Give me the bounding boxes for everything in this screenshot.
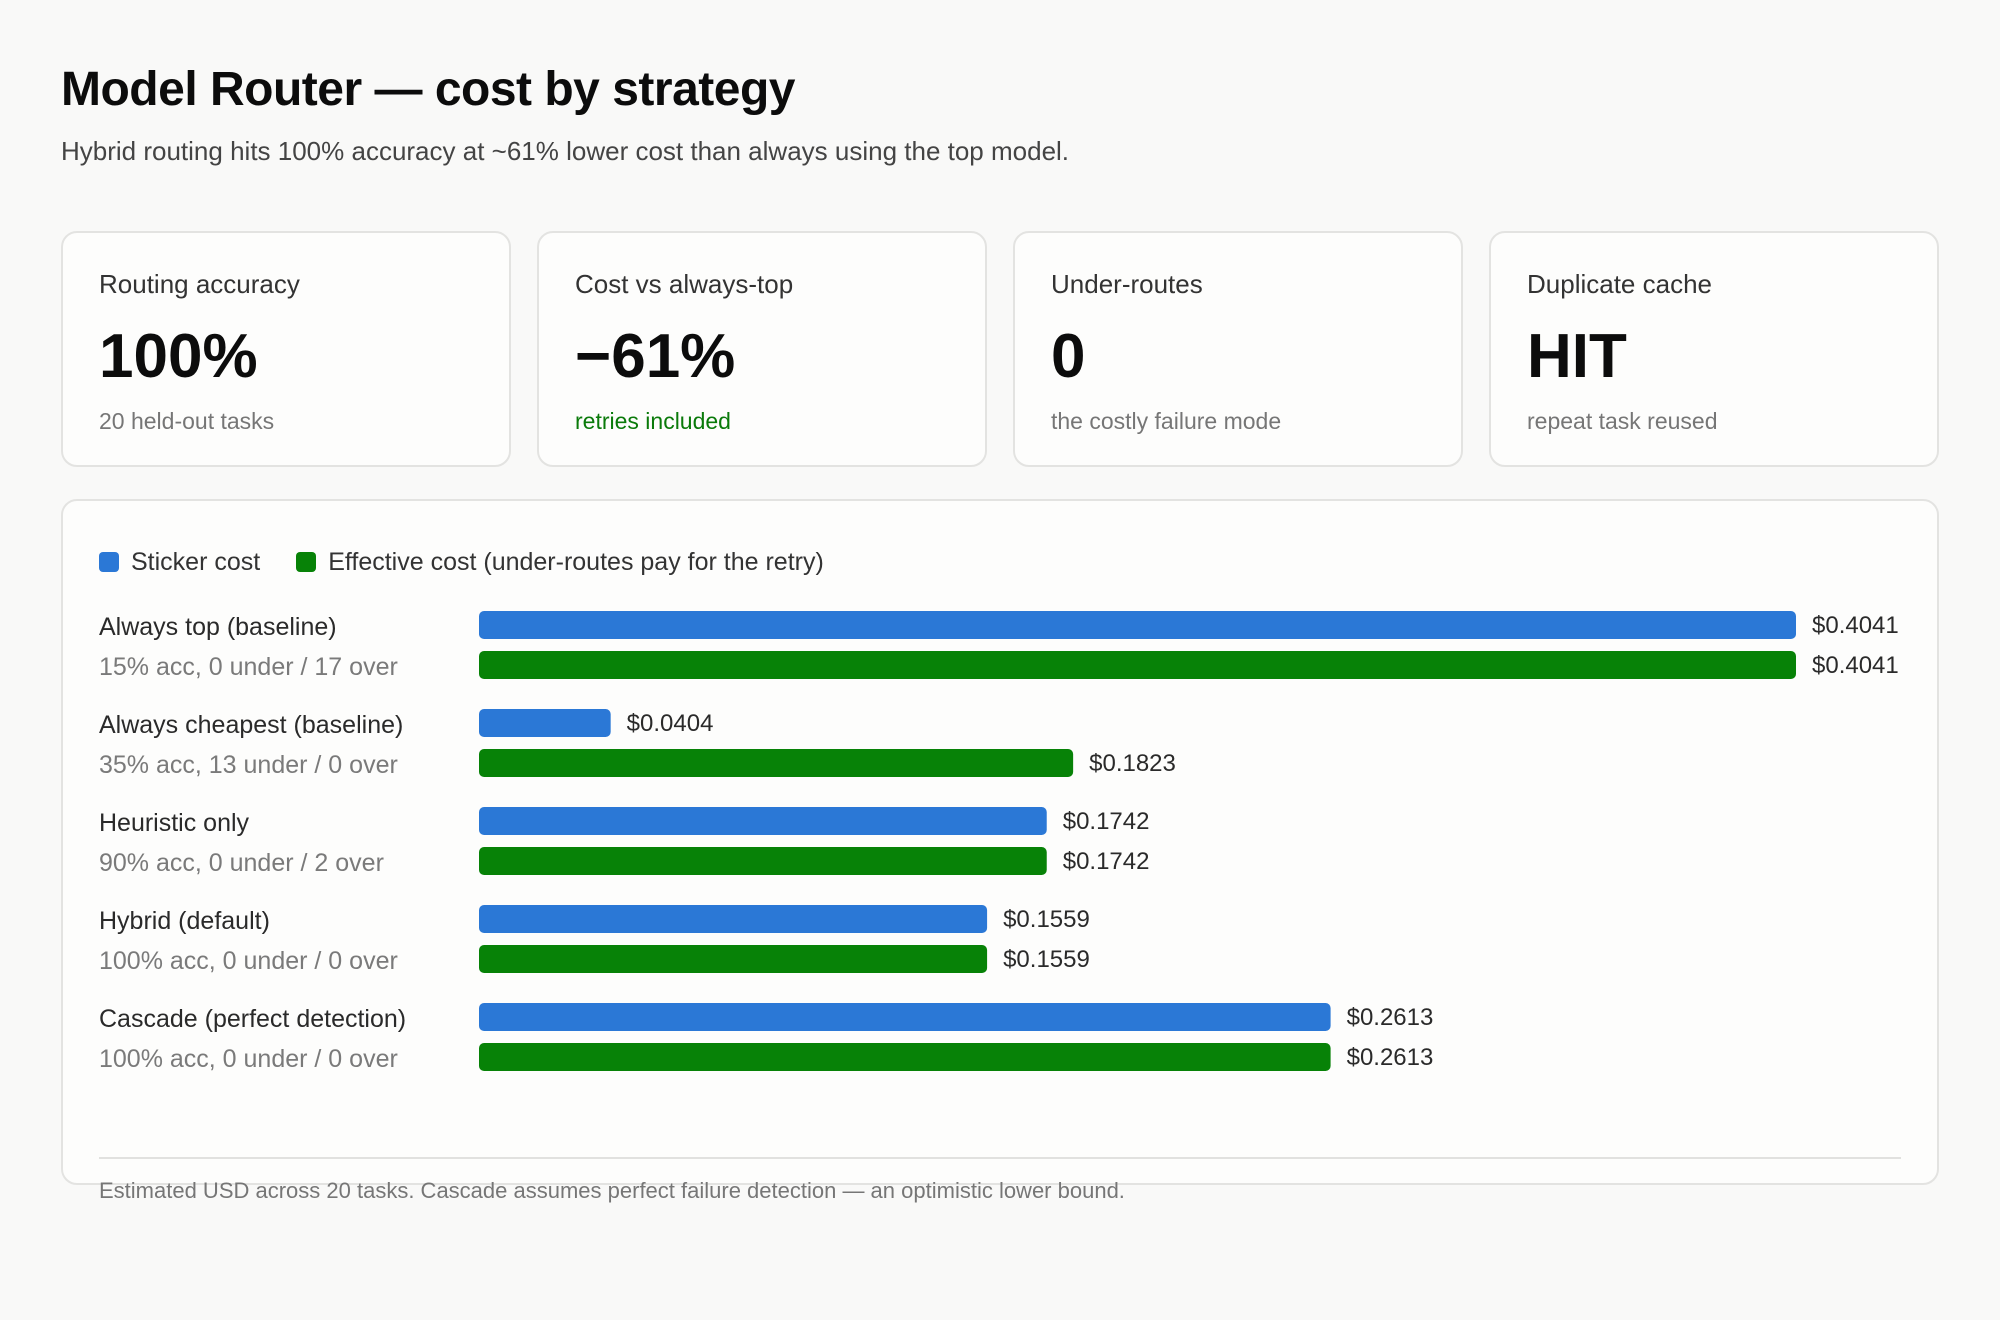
summary-cards: Routing accuracy 100% 20 held-out tasks … [61,231,1939,467]
category-note: 100% acc, 0 under / 0 over [99,947,398,975]
legend-label-sticker: Sticker cost [131,547,261,576]
category-label: Always top (baseline) [99,613,337,641]
bar-value-label: $0.4041 [1812,612,1899,639]
page-title: Model Router — cost by strategy [61,63,795,116]
card-note: retries included [575,408,731,434]
bar-value-label: $0.1742 [1063,848,1150,875]
legend-label-effective: Effective cost (under-routes pay for the… [328,547,824,576]
bar-value-label: $0.0404 [627,710,714,737]
sticker-cost-bar [479,807,1047,835]
card-under-routes: Under-routes 0 the costly failure mode [1013,231,1463,467]
card-label: Routing accuracy [99,269,300,299]
bar-value-label: $0.2613 [1347,1004,1434,1031]
chart-divider [99,1157,1901,1159]
card-routing-accuracy: Routing accuracy 100% 20 held-out tasks [61,231,511,467]
effective-cost-bar [479,945,988,973]
legend-item-sticker: Sticker cost [99,548,260,577]
card-label: Cost vs always-top [575,269,794,299]
bar-value-label: $0.4041 [1812,652,1899,679]
card-label: Under-routes [1051,269,1203,299]
effective-cost-bar [479,651,1796,679]
cost-chart-panel: Always top (baseline) 15% acc, 0 under / … [61,499,1939,1203]
category-label: Hybrid (default) [99,907,270,935]
category-label: Cascade (perfect detection) [99,1005,406,1033]
card-note: repeat task reused [1527,408,1718,434]
chart-footnote: Estimated USD across 20 tasks. Cascade a… [99,1178,1125,1203]
sticker-cost-bar [479,1003,1331,1031]
legend-item-effective: Effective cost (under-routes pay for the… [296,548,824,577]
card-value: −61% [575,322,736,391]
page-subtitle: Hybrid routing hits 100% accuracy at ~61… [61,136,1070,166]
card-value: 0 [1051,322,1086,391]
bar-value-label: $0.1559 [1003,906,1090,933]
category-note: 100% acc, 0 under / 0 over [99,1045,398,1073]
category-note: 90% acc, 0 under / 2 over [99,849,384,877]
card-cost-vs-always-top: Cost vs always-top −61% retries included [537,231,987,467]
legend-swatch-sticker [99,552,119,572]
bar-value-label: $0.1742 [1063,808,1150,835]
bar-value-label: $0.1823 [1089,750,1176,777]
sticker-cost-bar [479,709,611,737]
bar-value-label: $0.1559 [1003,946,1090,973]
category-note: 35% acc, 13 under / 0 over [99,751,398,779]
effective-cost-bar [479,749,1074,777]
category-note: 15% acc, 0 under / 17 over [99,653,398,681]
effective-cost-bar [479,1043,1331,1071]
card-note: 20 held-out tasks [99,408,275,434]
sticker-cost-bar [479,905,988,933]
category-label: Always cheapest (baseline) [99,711,403,739]
chart-legend: Sticker cost Effective cost (under-route… [99,545,860,579]
sticker-cost-bar [479,611,1796,639]
card-duplicate-cache: Duplicate cache HIT repeat task reused [1489,231,1939,467]
card-value: HIT [1527,322,1627,391]
bar-value-label: $0.2613 [1347,1044,1434,1071]
card-label: Duplicate cache [1527,269,1712,299]
card-note: the costly failure mode [1051,408,1282,434]
card-value: 100% [99,322,258,391]
legend-swatch-effective [296,552,317,572]
cost-bar-chart: Always top (baseline) 15% acc, 0 under / … [99,611,1899,1073]
page: Model Router — cost by strategy Hybrid r… [61,58,1939,1203]
category-label: Heuristic only [99,809,250,837]
effective-cost-bar [479,847,1047,875]
